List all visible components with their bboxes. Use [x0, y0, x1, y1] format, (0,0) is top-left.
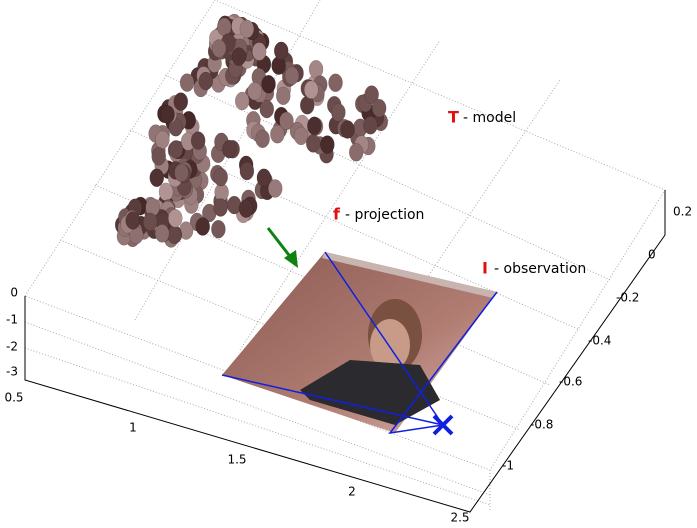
y-tick-label: -0.2: [616, 291, 639, 305]
y-tick-label: -0.4: [588, 334, 611, 348]
point: [175, 164, 189, 182]
point: [235, 92, 249, 110]
point: [276, 87, 290, 105]
point: [320, 136, 334, 154]
camera-center: [434, 416, 452, 434]
x-tick-label: 0.5: [4, 391, 23, 405]
point: [159, 183, 173, 201]
x-tick-label: 1.5: [227, 453, 246, 467]
point: [260, 100, 274, 118]
point: [126, 211, 140, 229]
point: [331, 103, 345, 121]
y-tick-label: -0.8: [530, 418, 553, 432]
point: [212, 39, 226, 57]
point: [307, 117, 321, 135]
point: [349, 143, 363, 161]
x-tick-label: 2: [348, 485, 356, 499]
point: [304, 81, 318, 99]
point: [199, 72, 213, 90]
point: [227, 196, 241, 214]
y-tick-label: 0.2: [673, 205, 692, 219]
point: [329, 74, 343, 92]
point: [341, 120, 355, 138]
point: [167, 226, 181, 244]
point: [306, 134, 320, 152]
point: [285, 67, 299, 85]
point: [262, 75, 276, 93]
point: [252, 43, 266, 61]
y-tick-label: 0: [648, 248, 656, 262]
figure: T - model f - projection I - observation…: [0, 0, 697, 528]
point: [222, 140, 236, 158]
model-symbol: T: [448, 108, 459, 127]
point: [248, 82, 262, 100]
point: [257, 169, 271, 187]
observation-symbol: I: [482, 259, 488, 278]
point: [161, 105, 175, 123]
point: [240, 162, 254, 180]
model-label: - model: [463, 110, 516, 126]
point: [214, 168, 228, 186]
point: [256, 130, 270, 148]
z-tick-label: -3: [6, 365, 18, 379]
arrow: [268, 228, 298, 268]
x-tick-label: 2.5: [450, 511, 469, 525]
point: [239, 200, 253, 218]
point: [143, 213, 157, 231]
projection-symbol: f: [333, 205, 341, 224]
point: [168, 209, 182, 227]
point: [279, 112, 293, 130]
z-tick-label: 0: [10, 286, 18, 300]
observation-label: - observation: [494, 261, 586, 277]
point: [217, 18, 231, 36]
grid: [25, 0, 665, 510]
x-tick-label: 1: [129, 421, 137, 435]
y-tick-label: -0.6: [559, 375, 582, 389]
arrow-shaft: [268, 228, 292, 259]
point: [363, 116, 377, 134]
point: [274, 42, 288, 60]
point: [180, 74, 194, 92]
point: [155, 224, 169, 242]
point: [152, 147, 166, 165]
point: [240, 20, 254, 38]
point: [294, 127, 308, 145]
point: [211, 220, 225, 238]
point: [169, 140, 183, 158]
point: [232, 48, 246, 66]
point: [214, 198, 228, 216]
point: [196, 217, 210, 235]
point: [174, 93, 188, 111]
point: [150, 169, 164, 187]
y-tick-label: -1: [502, 459, 514, 473]
z-tick-label: -1: [6, 313, 18, 327]
z-tick-label: -2: [6, 340, 18, 354]
point: [155, 131, 169, 149]
point: [191, 132, 205, 150]
point: [372, 99, 386, 117]
projection-label: - projection: [345, 207, 424, 223]
